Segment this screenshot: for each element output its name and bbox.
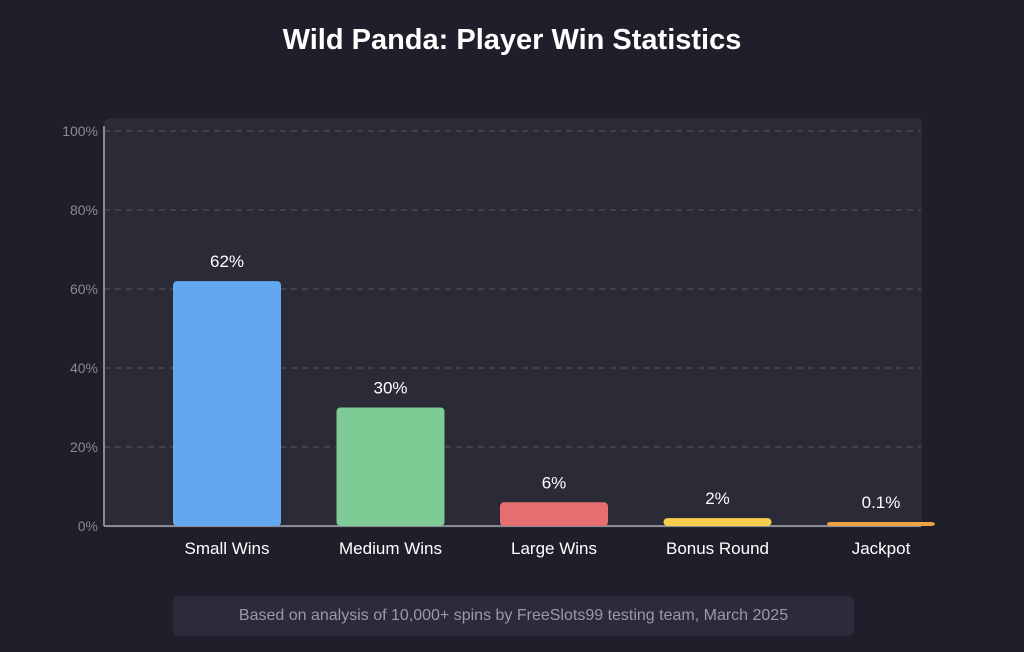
y-tick-label: 100% (62, 123, 98, 139)
y-tick-label: 20% (70, 439, 98, 455)
bar-medium-wins (336, 407, 445, 526)
x-tick-label: Jackpot (852, 539, 911, 558)
bar-bonus-round (663, 518, 772, 526)
data-label: 62% (210, 252, 244, 271)
source-footnote: Based on analysis of 10,000+ spins by Fr… (173, 596, 854, 636)
bars (173, 281, 935, 526)
data-label: 2% (705, 489, 730, 508)
bar-small-wins (173, 281, 281, 526)
y-tick-label: 40% (70, 360, 98, 376)
data-labels: 62% 30% 6% 2% 0.1% (210, 252, 900, 512)
x-tick-label: Medium Wins (339, 539, 442, 558)
bar-large-wins (500, 502, 608, 526)
data-label: 6% (542, 473, 567, 492)
chart-title: Wild Panda: Player Win Statistics (282, 24, 742, 56)
bar-jackpot (827, 522, 935, 526)
y-tick-label: 60% (70, 281, 98, 297)
y-tick-labels: 0% 20% 40% 60% 80% 100% (62, 123, 98, 534)
y-tick-label: 80% (70, 202, 98, 218)
x-tick-label: Small Wins (184, 539, 269, 558)
y-tick-label: 0% (78, 518, 98, 534)
x-tick-label: Large Wins (511, 539, 597, 558)
x-tick-labels: Small Wins Medium Wins Large Wins Bonus Rou… (184, 539, 910, 558)
data-label: 30% (373, 379, 407, 398)
data-label: 0.1% (862, 493, 901, 512)
x-tick-label: Bonus Round (666, 539, 769, 558)
